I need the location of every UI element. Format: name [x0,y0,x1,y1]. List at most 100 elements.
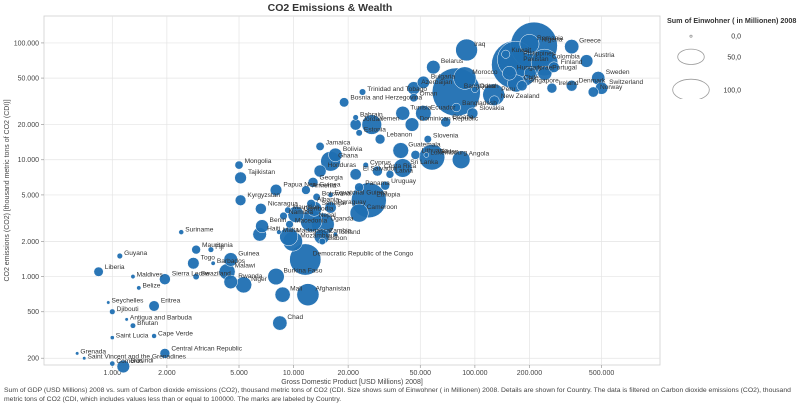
data-point[interactable] [93,266,104,277]
data-point[interactable] [349,203,369,223]
data-point[interactable] [352,114,359,121]
data-point[interactable] [451,102,461,113]
data-point[interactable] [359,88,367,96]
data-point[interactable] [537,65,553,81]
data-point[interactable] [324,201,337,214]
data-point[interactable] [455,38,478,62]
data-point[interactable] [426,60,441,75]
data-point[interactable] [109,360,116,367]
data-point[interactable] [564,39,580,55]
data-point[interactable] [374,134,386,145]
point-label: Democratic Republic of the Congo [313,250,414,257]
data-point[interactable] [82,356,87,361]
data-point[interactable] [416,75,430,89]
data-point[interactable] [395,106,410,121]
data-point[interactable] [516,80,528,92]
data-point[interactable] [109,308,116,315]
data-point[interactable] [440,116,451,128]
data-point[interactable] [410,150,421,160]
data-point[interactable] [339,97,350,108]
data-point[interactable] [223,252,238,267]
data-point[interactable] [328,147,343,162]
data-point[interactable] [301,185,311,195]
data-point[interactable] [565,80,578,92]
data-point[interactable] [223,274,238,289]
data-point[interactable] [355,129,363,137]
data-point[interactable] [289,243,322,276]
data-point[interactable] [546,82,558,94]
data-point[interactable] [404,117,420,132]
data-point[interactable] [151,333,157,339]
data-point[interactable] [75,351,80,356]
data-point[interactable] [178,229,184,235]
data-point[interactable] [307,177,319,188]
data-point[interactable] [471,85,479,93]
data-point[interactable] [255,203,267,215]
data-point[interactable] [392,142,409,159]
data-point[interactable] [579,54,594,68]
data-point[interactable] [380,180,390,191]
data-point[interactable] [385,170,395,179]
data-point[interactable] [234,194,247,206]
data-point[interactable] [362,162,369,169]
data-point[interactable] [287,206,305,223]
data-point[interactable] [124,317,129,322]
data-point[interactable] [272,315,288,331]
data-point[interactable] [332,231,338,237]
data-point[interactable] [423,135,432,144]
data-point[interactable] [587,86,599,98]
data-point[interactable] [489,95,500,106]
data-point[interactable] [274,286,291,303]
point-label: Swaziland [201,270,231,277]
data-point[interactable] [315,142,325,151]
data-point[interactable] [423,152,430,158]
data-point[interactable] [372,165,383,177]
data-point[interactable] [234,171,247,185]
data-point[interactable] [285,220,294,229]
data-point[interactable] [159,273,171,285]
data-point[interactable] [312,193,321,201]
data-point[interactable] [207,246,214,253]
data-point[interactable] [129,322,136,329]
data-point[interactable] [393,158,413,178]
data-point[interactable] [136,285,142,291]
data-point[interactable] [501,49,511,59]
data-point[interactable] [267,268,285,286]
data-point[interactable] [269,184,283,197]
data-point[interactable] [349,168,362,181]
data-point[interactable] [327,192,334,198]
data-point[interactable] [192,273,200,280]
data-point[interactable] [409,93,419,103]
data-point[interactable] [116,252,123,260]
data-point[interactable] [523,66,537,80]
data-point[interactable] [349,118,362,131]
data-point[interactable] [318,237,326,245]
data-point[interactable] [306,199,316,209]
data-point[interactable] [354,182,364,193]
data-point[interactable] [519,34,540,54]
data-point[interactable] [502,66,517,81]
data-point[interactable] [313,164,327,178]
data-point[interactable] [210,260,216,266]
data-point[interactable] [187,257,200,270]
data-point[interactable] [452,150,471,169]
data-point[interactable] [284,206,292,214]
data-point[interactable] [110,335,115,340]
data-point[interactable] [106,300,111,305]
data-point[interactable] [148,300,160,312]
data-point[interactable] [130,274,136,280]
data-point[interactable] [279,211,288,221]
data-point[interactable] [466,107,479,119]
data-point[interactable] [116,359,130,374]
data-point[interactable] [296,283,320,306]
data-point[interactable] [159,348,171,359]
data-point[interactable] [276,229,282,235]
data-point[interactable] [234,160,244,170]
data-point[interactable] [548,61,560,73]
data-point[interactable] [453,66,477,90]
data-point[interactable] [191,244,201,255]
point-label: Jordan [363,116,383,123]
data-point[interactable] [255,219,269,233]
data-point[interactable] [415,105,432,122]
data-point[interactable] [361,114,382,135]
